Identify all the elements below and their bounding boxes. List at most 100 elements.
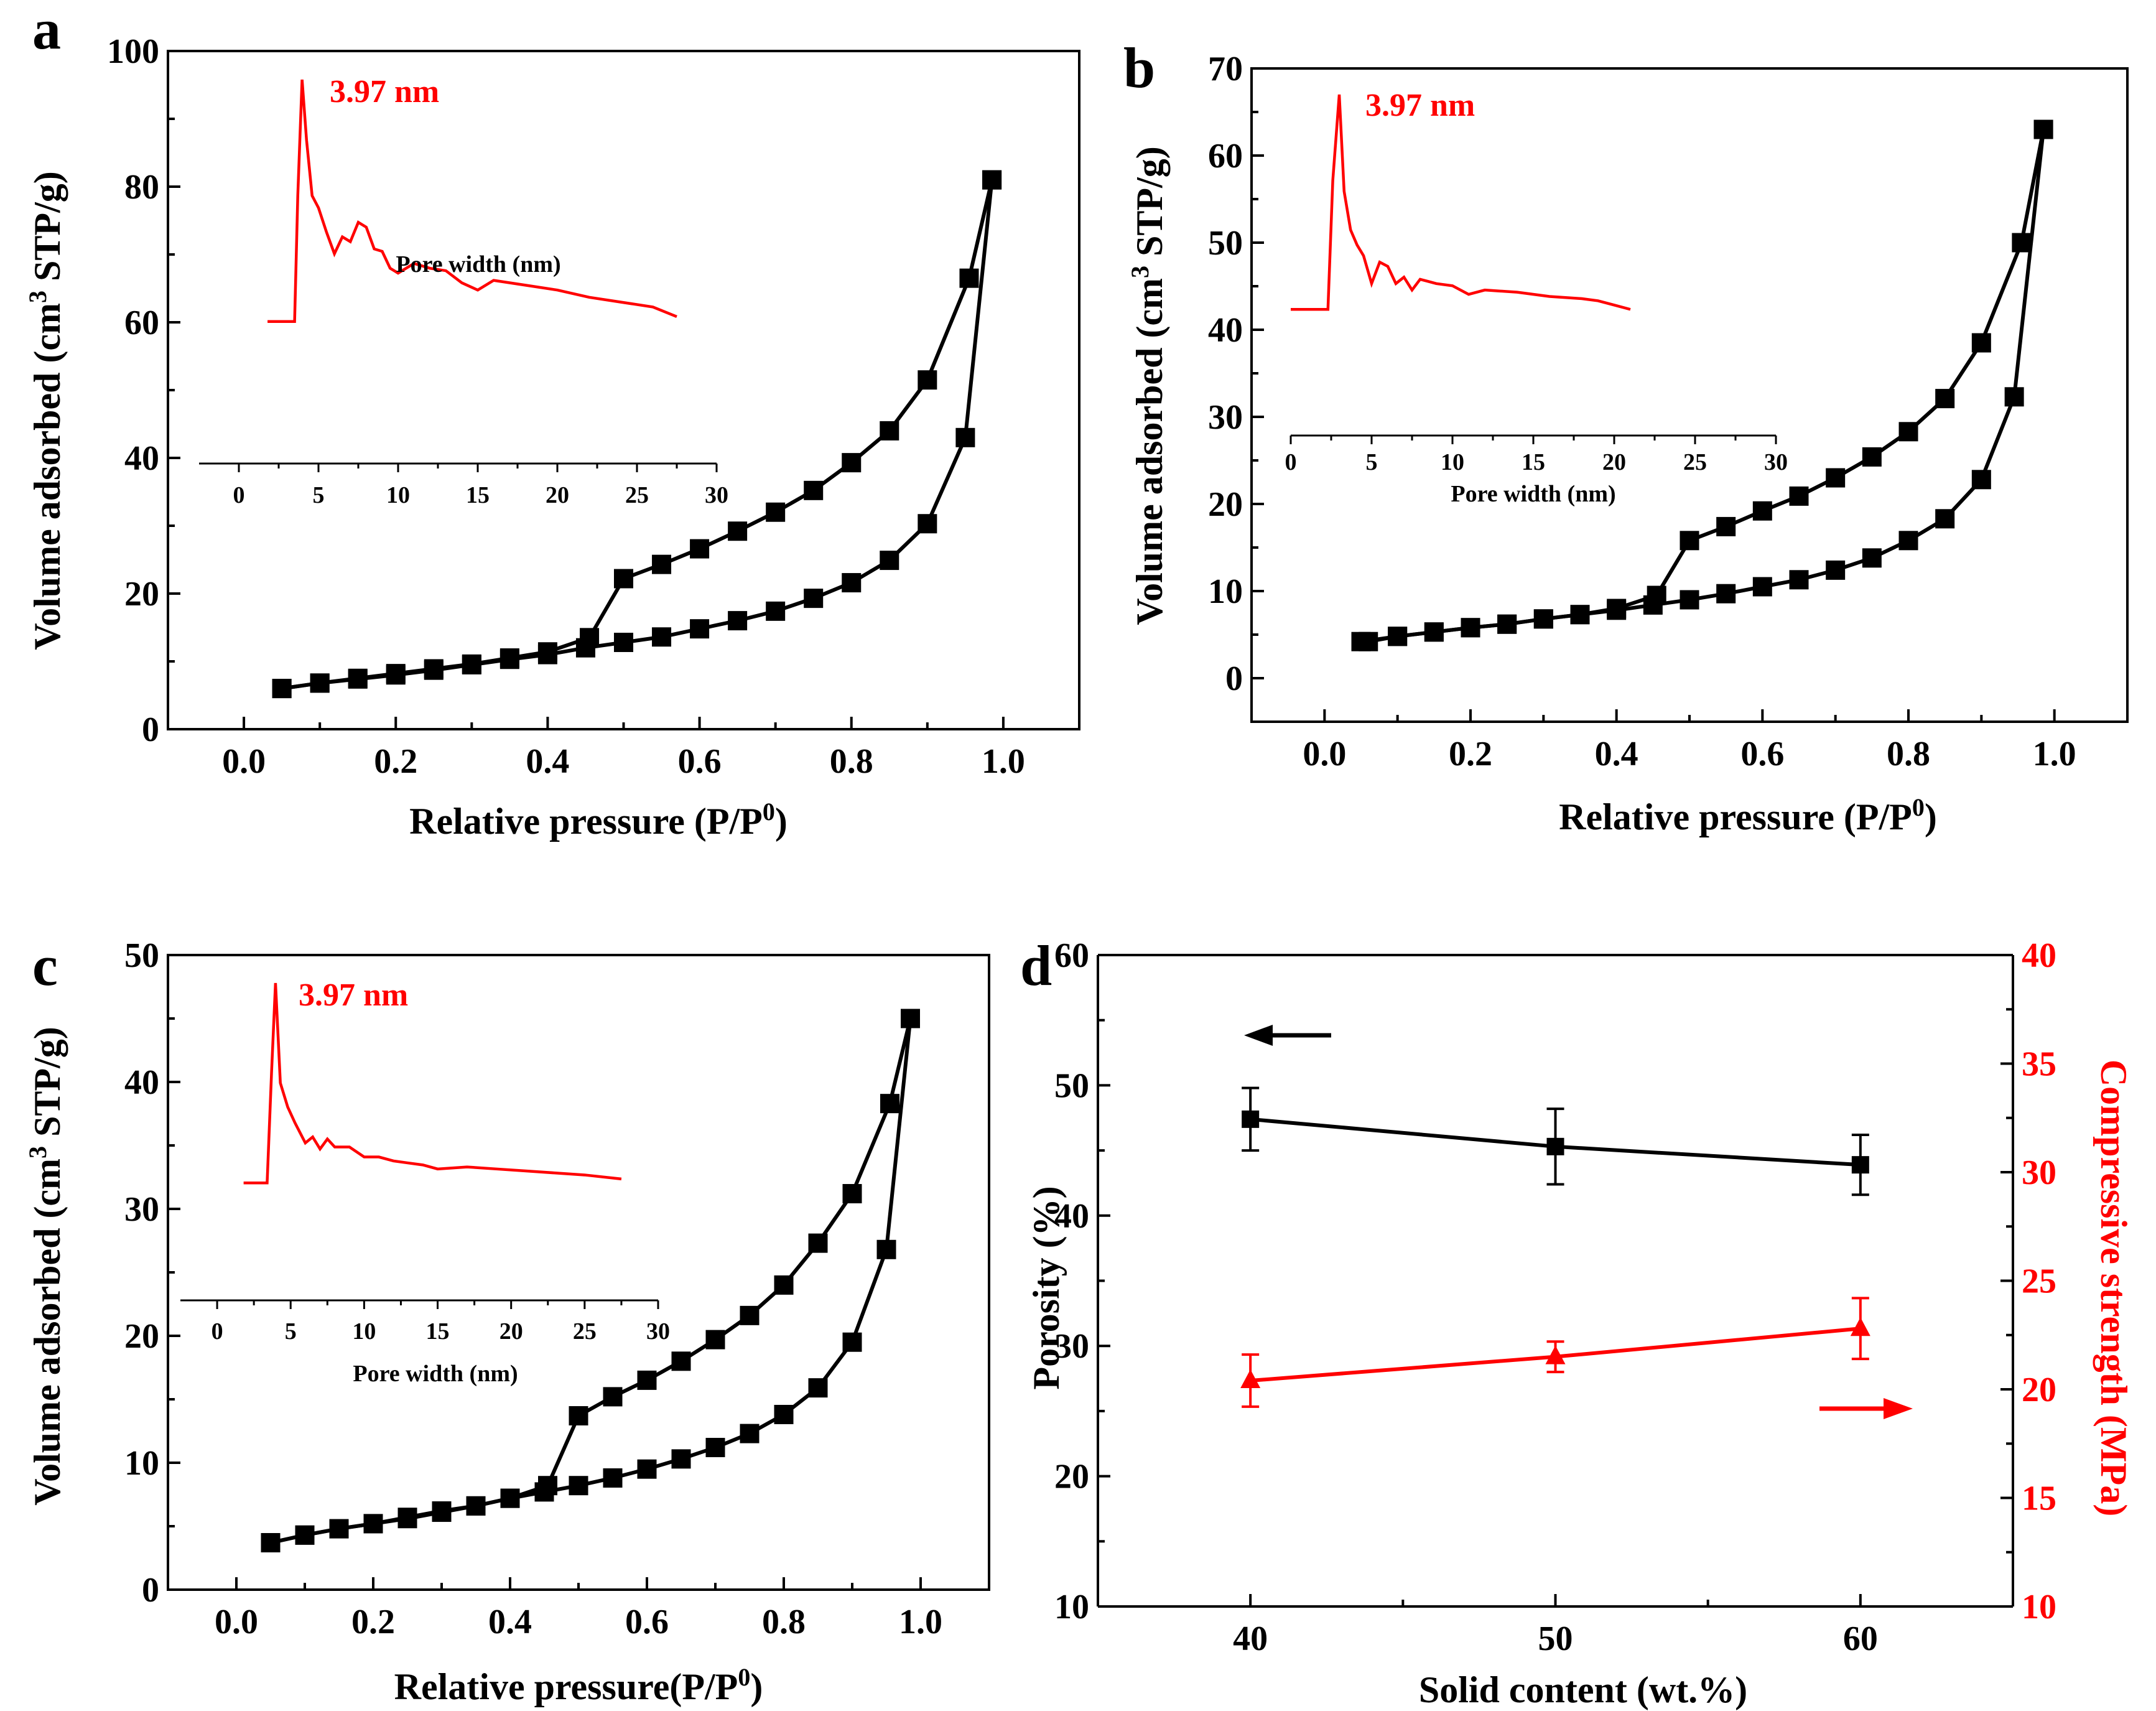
right-y-tick-label: 35 [2022,1045,2056,1084]
x-tick-label: 1.0 [982,742,1025,781]
y-tick-label: 60 [124,304,159,342]
desorption-point [272,679,292,699]
right-y-tick-label: 10 [2022,1588,2056,1626]
adsorption-point [842,573,862,593]
adsorption-point [2004,387,2024,407]
inset-x-tick-label: 15 [1522,449,1545,475]
desorption-point [1898,422,1918,442]
panel-c-inset-x-axis-title: Pore width (nm) [353,1361,518,1387]
panel-c-y-axis-title: Volume adsorbed (cm3 STP/g) [24,1027,68,1506]
x-tick-label: 0.4 [488,1603,532,1641]
adsorption-point [842,1332,862,1352]
panel-c-x-axis-title: Relative pressure(P/P0) [394,1663,763,1708]
desorption-point [310,673,330,693]
desorption-point [671,1351,691,1371]
desorption-point [1388,627,1408,646]
desorption-point [386,664,406,684]
desorption-point [1570,605,1590,625]
desorption-point [1716,516,1736,536]
desorption-point [842,1184,862,1204]
panel-a-marks [272,170,1002,699]
desorption-point [500,1488,520,1508]
x-tick-label: 0.2 [351,1603,395,1641]
desorption-point [1752,501,1772,521]
desorption-line [1368,129,2046,644]
y-tick-label: 10 [124,1444,159,1483]
inset-x-tick-label: 0 [233,482,245,508]
adsorption-point [1862,548,1882,568]
inset-x-tick-label: 10 [1441,449,1464,475]
inset-x-tick-label: 0 [1285,449,1297,475]
panel-b-label: b [1123,36,1155,100]
panel-c-label: c [32,934,58,997]
desorption-point [880,1094,899,1114]
desorption-point [2033,119,2053,139]
x-tick-label: 0.8 [762,1603,806,1641]
adsorption-point [1680,590,1699,610]
left-y-tick-label: 20 [1054,1458,1089,1496]
desorption-point [842,453,862,473]
panel-b-plot-frame [1250,67,2129,723]
y-tick-label: 60 [1208,137,1243,175]
x-tick-label: 0.2 [374,742,417,781]
x-tick-label: 0.8 [830,742,873,781]
inset-x-tick-label: 5 [313,482,325,508]
right-y-tick-label: 30 [2022,1154,2056,1192]
desorption-point [1461,618,1480,638]
desorption-point [1647,585,1666,605]
panel-a-x-axis-title: Relative pressure (P/P0) [409,798,788,842]
adsorption-point [637,1459,657,1479]
adsorption-point [1971,470,1991,490]
desorption-point [918,370,937,390]
x-tick-label: 0.2 [1449,735,1492,773]
inset-x-tick-label: 30 [1764,449,1788,475]
adsorption-point [690,619,710,639]
adsorption-point [918,514,937,534]
desorption-point [295,1525,315,1545]
adsorption-point [808,1378,828,1398]
left-y-tick-label: 60 [1054,936,1089,975]
y-tick-label: 40 [124,439,159,478]
desorption-point [728,521,748,541]
right-y-tick-label: 40 [2022,936,2056,975]
inset-x-tick-label: 30 [705,482,728,508]
inset-x-tick-label: 20 [500,1318,523,1345]
y-tick-label: 20 [1208,485,1243,524]
x-tick-label: 0.6 [625,1603,669,1641]
panel-d-left-y-axis-title: Porosity (%) [1026,1186,1067,1389]
porosity-point [1851,1156,1869,1174]
y-tick-label: 40 [1208,311,1243,350]
desorption-point [705,1330,725,1350]
right-y-tick-label: 15 [2022,1480,2056,1518]
y-tick-label: 50 [124,936,159,975]
desorption-point [880,421,899,441]
desorption-point [1497,614,1517,634]
desorption-point [959,268,979,288]
panel-b-inset: 0 5 10 15 20 25 30 [1285,94,1788,475]
y-tick-label: 40 [124,1063,159,1102]
panel-c-peak-annotation: 3.97 nm [299,977,408,1013]
desorption-point [466,1496,486,1516]
panel-b-marks [1351,119,2053,651]
pore-size-distribution-curve [1291,94,1631,311]
y-tick-label: 50 [1208,224,1243,263]
desorption-point [1935,389,1955,409]
y-tick-label: 0 [142,1571,159,1610]
desorption-point [982,170,1002,190]
inset-x-tick-label: 5 [285,1318,297,1345]
y-tick-label: 80 [124,168,159,207]
inset-x-tick-label: 15 [466,482,490,508]
desorption-line [270,1018,913,1545]
x-tick-label: 1.0 [2033,735,2076,773]
adsorption-point [603,1468,623,1488]
x-tick-label: 0.0 [1303,735,1346,773]
desorption-point [901,1009,920,1028]
adsorption-point [652,627,672,647]
panel-d-label: d [1020,934,1052,997]
desorption-point [637,1370,657,1390]
inset-x-tick-label: 10 [352,1318,376,1345]
